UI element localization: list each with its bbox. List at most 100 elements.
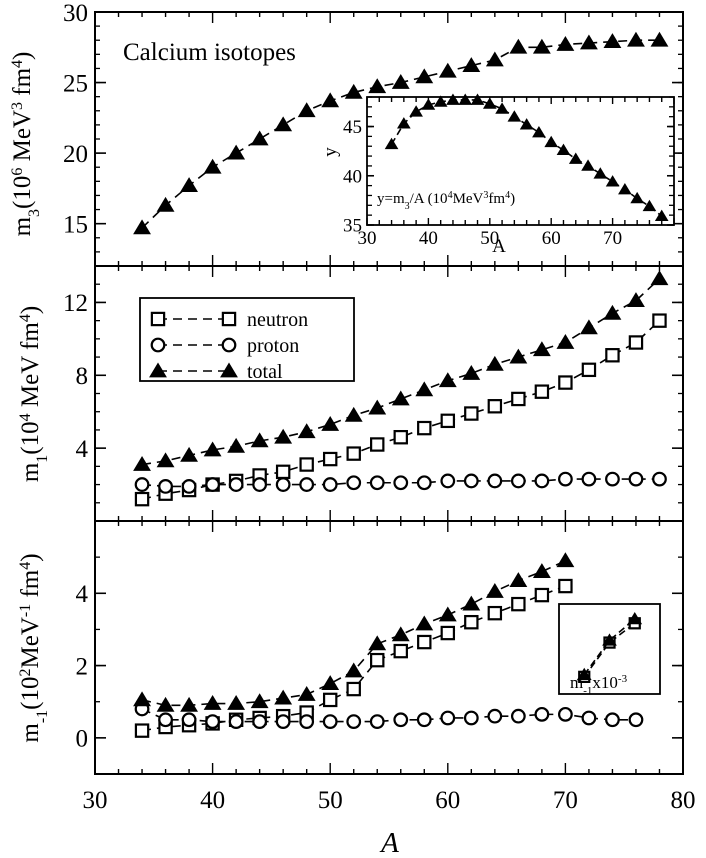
inset-y-point — [568, 152, 583, 164]
mid-neutron-point — [393, 429, 408, 445]
top-total-point — [415, 68, 434, 84]
bot-total-point — [368, 635, 387, 651]
top-ytick-label: 20 — [63, 141, 88, 168]
mid-neutron-point — [534, 384, 550, 399]
bot-total-point — [133, 691, 151, 707]
bot-total-point — [227, 695, 246, 710]
mid-proton-point — [134, 477, 150, 492]
top-ytick-label: 30 — [63, 0, 88, 27]
bot-proton-point — [205, 714, 220, 729]
inset-y-point — [544, 135, 559, 148]
inset-y-point — [433, 95, 448, 107]
top-title: Calcium isotopes — [123, 39, 296, 66]
bot-proton-point — [369, 714, 385, 729]
mid-total-line — [141, 278, 661, 466]
bot-proton-point — [416, 712, 432, 728]
mid-total-point — [627, 292, 645, 307]
top-total-point — [556, 35, 575, 51]
inset-y-point — [630, 191, 644, 204]
mid-proton-point — [369, 475, 385, 491]
bot-proton-point — [510, 708, 526, 724]
bot-proton-point — [463, 710, 479, 726]
inset-y-point — [397, 117, 411, 129]
mid-total-point — [603, 304, 622, 320]
xtick-label: 30 — [83, 787, 108, 814]
top-total-point — [485, 51, 504, 67]
mid-total-point — [391, 390, 410, 406]
legend-label-total: total — [247, 361, 283, 383]
mid-total-point — [509, 348, 528, 364]
top-total-point — [368, 78, 387, 94]
mid-proton-point — [440, 473, 456, 489]
bot-proton-point — [181, 712, 197, 728]
inset-xtick-label: 70 — [603, 228, 622, 249]
inset-xlabel: A — [492, 236, 506, 257]
top-ytick-label: 25 — [63, 70, 88, 97]
bot-proton-point — [393, 712, 409, 728]
mid-total-point — [297, 423, 316, 439]
inset-y-point — [605, 175, 620, 187]
bot-total-point — [321, 675, 340, 691]
mid-proton-point — [393, 475, 409, 491]
bot-proton-point — [228, 714, 244, 729]
bot-neutron-point — [393, 643, 408, 659]
top-total-point — [156, 196, 175, 212]
top-total-point — [344, 83, 363, 99]
bottom-inset-label: m-1x10-3 — [570, 673, 628, 697]
mid-proton-point — [463, 473, 479, 489]
bot-proton-point — [487, 708, 503, 724]
inset-ytick-label: 45 — [343, 117, 362, 138]
mid-proton-point — [605, 471, 620, 487]
bot-total-point — [485, 582, 504, 598]
middle-ylabel: m1(104 MeV fm4) — [17, 306, 51, 482]
mid-total-point — [650, 270, 669, 286]
top-total-point — [650, 31, 669, 47]
inset-y-point — [642, 199, 657, 212]
bot-proton-point — [158, 712, 173, 728]
mid-proton-point — [228, 477, 244, 492]
bot-total-point — [509, 572, 528, 588]
bot-neutron-point — [346, 681, 361, 697]
mid-proton-point — [181, 479, 197, 494]
mid-neutron-point — [464, 406, 479, 421]
inset-y-point — [532, 125, 546, 138]
bot-total-point — [250, 693, 269, 709]
mid-total-point — [438, 372, 457, 388]
bot-total-point — [462, 595, 481, 611]
legend-frame — [139, 297, 355, 382]
bot-neutron-point — [464, 614, 479, 630]
bot-neutron-point — [134, 723, 150, 738]
inset-y-point — [507, 110, 522, 122]
bot-total-point — [532, 563, 551, 578]
mid-proton-point — [275, 477, 291, 492]
panel-top: 15 20 25 30 — [63, 0, 684, 267]
top-ytick-label: 15 — [63, 211, 88, 238]
binset-total-point — [576, 667, 592, 680]
mid-proton-point — [252, 477, 268, 492]
mid-proton-point — [299, 477, 315, 492]
mid-total-point — [250, 432, 269, 448]
bot-proton-point — [440, 710, 456, 726]
inset-annotation: y=m3/A (104MeV3fm4) — [377, 190, 515, 212]
bot-proton-point — [628, 712, 644, 728]
bot-total-point — [415, 615, 434, 631]
xtick-label: 70 — [553, 787, 578, 814]
mid-proton-point — [581, 471, 597, 487]
top-total-point — [274, 116, 293, 132]
mid-neutron-point — [487, 399, 503, 414]
bot-proton-point — [299, 714, 315, 729]
mid-proton-point — [652, 471, 667, 487]
xtick-label: 50 — [318, 787, 343, 814]
bot-total-point — [556, 552, 575, 568]
figure-frame — [94, 11, 684, 775]
bot-total-point — [344, 662, 363, 678]
panel-bottom-inset — [558, 603, 661, 695]
mid-total-point — [532, 341, 551, 357]
bot-neutron-point — [322, 692, 338, 708]
legend-label-proton: proton — [247, 335, 299, 357]
panel-top-inset: 35 40 45 30 40 50 60 70 — [343, 93, 675, 249]
top-total-point — [297, 102, 316, 118]
mid-total-point — [556, 334, 575, 349]
mid-total-point — [203, 441, 222, 457]
